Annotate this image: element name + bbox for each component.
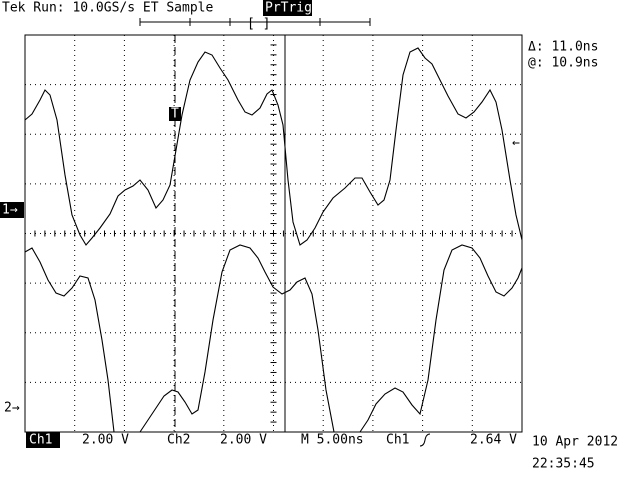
ch1-label: Ch1 xyxy=(29,433,52,448)
ch2-scale: 2.00 V xyxy=(220,433,267,448)
graticule-frame xyxy=(24,34,523,433)
ch1-label-box xyxy=(26,432,60,448)
record-bracket xyxy=(139,18,371,26)
timebase: M 5.00ns xyxy=(301,433,364,448)
trigger-window: [ ] xyxy=(247,17,270,32)
trigger-status: PrTrig xyxy=(265,1,312,16)
trigger-marker-box xyxy=(169,107,181,121)
status-text: Tek Run: 10.0GS/s ET Sample xyxy=(2,1,213,16)
ch1-scale: 2.00 V xyxy=(82,433,129,448)
ch1-marker-box xyxy=(0,202,24,218)
trigger-level-arrow: ← xyxy=(512,136,520,151)
ch2-waveform-1 xyxy=(24,247,115,433)
cursor-delta: Δ: 11.0ns xyxy=(528,40,598,55)
date: 10 Apr 2012 xyxy=(532,435,618,450)
cursor-position: @: 10.9ns xyxy=(528,56,598,71)
trigger-slope-icon xyxy=(419,433,431,447)
time: 22:35:45 xyxy=(532,457,595,472)
trigger-source: Ch1 xyxy=(386,433,409,448)
trigger-level: 2.64 V xyxy=(470,433,517,448)
ch1-waveform xyxy=(24,47,523,246)
ch1-marker: 1→ xyxy=(2,203,18,218)
ch2-waveform-3 xyxy=(359,244,523,433)
ch2-marker: 2→ xyxy=(4,401,20,416)
trigger-marker: T xyxy=(171,107,179,122)
ch2-label: Ch2 xyxy=(167,433,190,448)
trigger-status-box xyxy=(263,0,312,16)
ch2-waveform-2 xyxy=(139,244,335,433)
